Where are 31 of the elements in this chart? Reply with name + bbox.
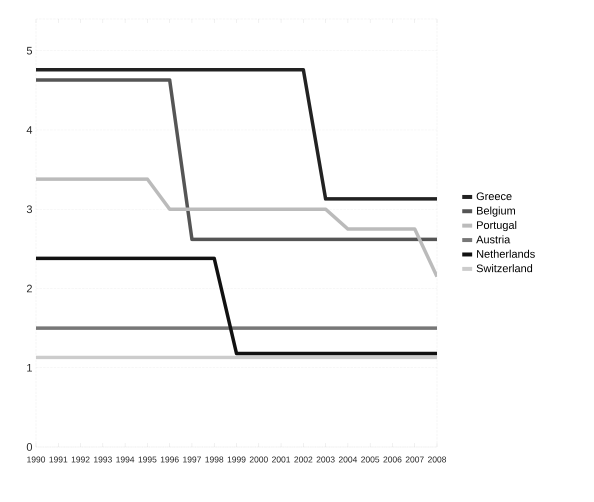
- x-tick-label: 2005: [361, 456, 380, 462]
- x-tick-label: 1996: [160, 456, 179, 462]
- x-tick-label: 1998: [205, 456, 224, 462]
- x-tick-label: 1992: [72, 456, 90, 462]
- y-tick-label: 2: [26, 284, 32, 292]
- x-tick-label: 2008: [428, 456, 446, 462]
- y-tick-label: 3: [26, 205, 32, 214]
- x-tick-label: 2000: [250, 456, 268, 462]
- x-tick-label: 1995: [138, 456, 156, 462]
- y-tick-label: 4: [26, 126, 32, 134]
- x-tick-label: 2003: [316, 456, 335, 462]
- legend-label: Belgium: [477, 206, 516, 217]
- legend-label: Switzerland: [476, 264, 532, 272]
- legend-label: Austria: [476, 235, 510, 244]
- y-tick-label: 1: [27, 364, 32, 372]
- x-tick-label: 2002: [294, 456, 312, 462]
- x-tick-label: 1994: [116, 456, 134, 462]
- x-tick-label: 2006: [383, 456, 402, 462]
- x-tick-label: 1993: [94, 456, 112, 462]
- x-tick-label: 1997: [183, 456, 201, 462]
- x-tick-label: 2004: [338, 456, 358, 462]
- legend-label: Portugal: [477, 220, 516, 232]
- x-tick-label: 2007: [406, 456, 424, 462]
- legend-label: Netherlands: [477, 250, 535, 258]
- legend-label: Greece: [476, 192, 512, 200]
- x-tick-label: 1999: [228, 456, 246, 462]
- x-tick-label: 1991: [50, 456, 68, 462]
- y-tick-label: 0: [26, 443, 32, 451]
- x-tick-label: 1990: [27, 456, 46, 462]
- y-tick-label: 5: [26, 46, 32, 55]
- x-tick-label: 2001: [272, 456, 290, 462]
